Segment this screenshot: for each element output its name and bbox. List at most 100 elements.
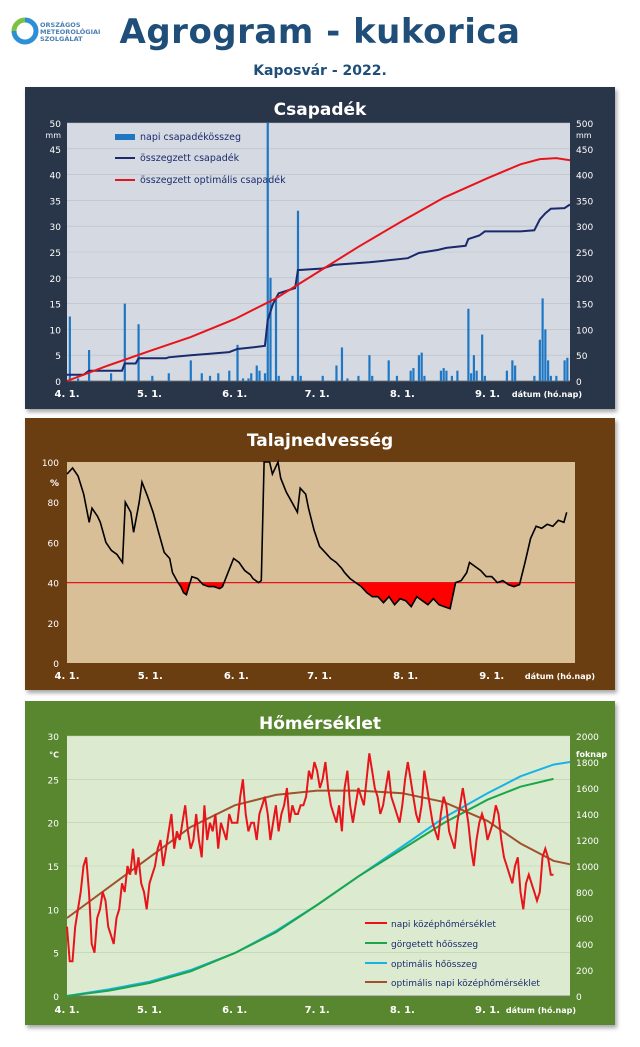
x-tick-label: 6. 1. <box>222 1005 247 1016</box>
legend-label: összegzett optimális csapadék <box>140 175 286 186</box>
precip-bar <box>76 378 80 381</box>
y-right-tick-label: 100 <box>576 326 593 336</box>
precip-bar <box>566 357 569 381</box>
precip-bar <box>417 355 421 381</box>
x-tick-label: 8. 1. <box>390 1005 415 1016</box>
series-line <box>66 777 554 997</box>
precip-bar <box>483 375 486 381</box>
y-right-tick-label: 0 <box>576 378 582 388</box>
x-tick-label: 4. 1. <box>55 389 80 400</box>
y-right-tick-label: 0 <box>576 993 582 1003</box>
y-right-axis-label: foknap <box>576 750 607 759</box>
y-right-tick-label: 350 <box>576 197 593 207</box>
precip-bar <box>109 373 113 381</box>
y-tick-label: 35 <box>50 197 61 207</box>
y-right-tick-label: 1400 <box>576 811 599 821</box>
chart-title: Talajnedvesség <box>247 431 393 451</box>
x-tick-label: 7. 1. <box>307 671 332 682</box>
y-right-tick-label: 500 <box>576 120 593 130</box>
y-right-tick-label: 150 <box>576 301 593 311</box>
precip-bar <box>137 324 140 381</box>
x-axis-label: dátum (hó.nap) <box>512 389 582 399</box>
precip-bar <box>563 360 566 381</box>
x-axis-label: dátum (hó.nap) <box>525 671 595 681</box>
precip-bar <box>544 329 547 381</box>
precipitation-panel: Csapadék 0 5 10 15 20 25 30 35 40 45 50 0 50 100 150 200… <box>25 87 615 409</box>
y-tick-label: 30 <box>50 223 62 233</box>
precip-bar <box>409 370 412 381</box>
precip-bar <box>346 378 349 381</box>
legend-label: napi középhőmérséklet <box>391 919 496 930</box>
x-tick-label: 6. 1. <box>222 389 247 400</box>
y-tick-label: 100 <box>42 459 59 469</box>
page-subtitle: Kaposvár - 2022. <box>253 63 387 79</box>
y-axis-label: % <box>50 479 59 489</box>
precip-bar <box>167 373 170 381</box>
y-tick-label: 60 <box>48 539 60 549</box>
precip-bar <box>87 350 91 381</box>
page-title: Agrogram - kukorica <box>119 12 521 52</box>
x-tick-label: 9. 1. <box>479 671 504 682</box>
plot-area <box>67 462 575 663</box>
x-tick-label: 4. 1. <box>55 671 80 682</box>
y-tick-label: 20 <box>50 275 62 285</box>
precip-bar <box>412 368 415 381</box>
precip-bar <box>420 352 423 381</box>
precip-bar <box>200 373 203 381</box>
soil-moisture-line <box>66 459 568 610</box>
precip-bar <box>299 375 302 381</box>
y-right-tick-label: 1000 <box>576 863 599 873</box>
precip-bar <box>189 360 192 381</box>
chart-title: Hőmérséklet <box>259 714 381 734</box>
precip-bar <box>395 375 399 381</box>
precip-bar <box>335 365 338 381</box>
y-tick-label: 45 <box>50 146 61 156</box>
precip-bar <box>475 370 478 381</box>
precip-bar <box>533 375 536 381</box>
y-right-axis-label: mm <box>576 131 592 140</box>
precip-bar <box>371 375 374 381</box>
soil-moisture-panel: Talajnedvesség 0 20 40 60 80 100% 4. 1. 5. 1. 6. … <box>25 418 615 690</box>
y-right-tick-label: 1800 <box>576 759 599 769</box>
precip-bar <box>208 375 212 381</box>
x-tick-label: 6. 1. <box>224 671 249 682</box>
precip-bar <box>68 316 71 381</box>
precip-bar <box>321 375 324 381</box>
y-right-tick-label: 450 <box>576 146 593 156</box>
precip-bar <box>269 277 272 381</box>
y-right-tick-label: 800 <box>576 889 593 899</box>
precip-bar <box>250 373 253 381</box>
precip-bar <box>450 375 454 381</box>
x-tick-label: 7. 1. <box>305 1005 330 1016</box>
temperature-panel: Hőmérséklet 0 5 10 15 20 25 30 0 200 400 600 800 1000… <box>25 701 615 1025</box>
y-tick-label: 50 <box>50 120 62 130</box>
precip-bar <box>470 373 473 381</box>
y-axis-label: mm <box>45 131 61 140</box>
x-tick-label: 9. 1. <box>475 1005 500 1016</box>
x-tick-label: 5. 1. <box>138 671 163 682</box>
precip-bar <box>258 370 261 381</box>
y-tick-label: 0 <box>53 993 59 1003</box>
precip-bar <box>445 370 448 381</box>
y-tick-label: 10 <box>50 326 62 336</box>
precip-bar <box>442 368 445 381</box>
chart-title: Csapadék <box>274 100 367 120</box>
y-tick-label: 40 <box>48 580 60 590</box>
x-axis-label: dátum (hó.nap) <box>506 1005 576 1015</box>
y-right-tick-label: 200 <box>576 275 593 285</box>
deficit-area <box>67 582 567 609</box>
precip-bar <box>387 360 390 381</box>
y-tick-label: 0 <box>55 378 61 388</box>
precip-bar <box>439 370 443 381</box>
legend-label: napi csapadékösszeg <box>140 132 241 143</box>
y-right-tick-label: 50 <box>576 352 588 362</box>
logo-text: ORSZÁGOS METEOROLÓGIAI SZOLGÁLAT <box>40 21 101 43</box>
temperature-chart: Hőmérséklet 0 5 10 15 20 25 30 0 200 400 600 800 1000… <box>25 701 615 1025</box>
legend-label: optimális hőösszeg <box>391 960 477 970</box>
y-tick-label: 30 <box>48 733 60 743</box>
legend-label: optimális napi középhőmérséklet <box>391 978 540 989</box>
y-right-tick-label: 250 <box>576 249 593 259</box>
y-tick-label: 5 <box>53 950 59 960</box>
precip-bar <box>505 370 508 381</box>
precip-bar <box>236 344 239 381</box>
